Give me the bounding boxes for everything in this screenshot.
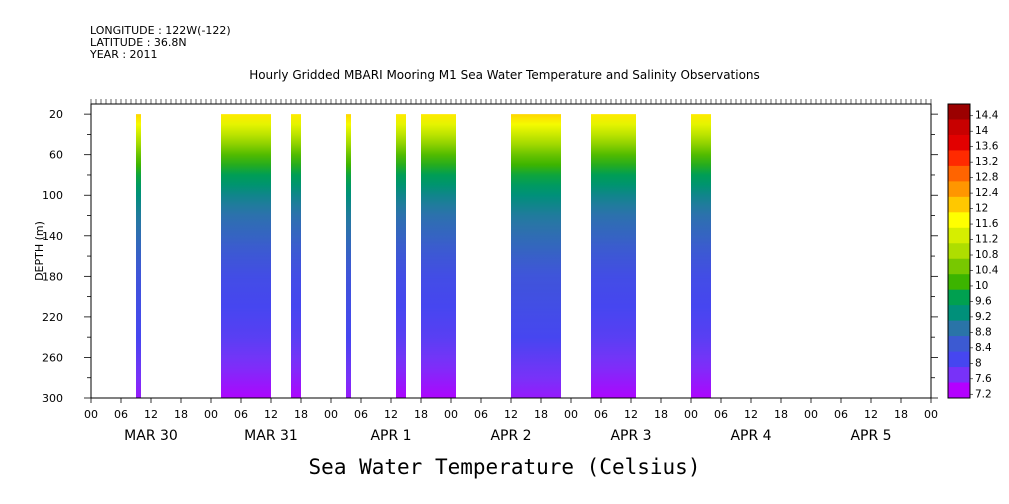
colorbar-label: 11.6	[975, 218, 999, 230]
colorbar-label: 10	[975, 280, 988, 292]
x-hour-label: 00	[324, 408, 338, 421]
data-segment	[346, 114, 351, 398]
colorbar-label: 14.4	[975, 110, 999, 122]
data-segment	[396, 114, 406, 398]
colorbar-label: 12	[975, 203, 988, 215]
colorbar-swatch	[948, 274, 970, 291]
x-hour-label: 06	[834, 408, 848, 421]
x-hour-label: 00	[924, 408, 938, 421]
data-segment	[221, 114, 271, 398]
x-hour-label: 18	[174, 408, 188, 421]
y-tick-label: 140	[42, 230, 63, 243]
bottom-title: Sea Water Temperature (Celsius)	[308, 455, 701, 479]
y-tick-label: 60	[49, 149, 63, 162]
colorbar-label: 10.4	[975, 264, 999, 276]
x-hour-label: 12	[144, 408, 158, 421]
x-hour-label: 06	[474, 408, 488, 421]
colorbar-swatch	[948, 320, 970, 337]
colorbar-swatch	[948, 367, 970, 384]
y-tick-label: 220	[42, 311, 63, 324]
colorbar-label: 7.2	[975, 388, 992, 400]
colorbar-label: 8.4	[975, 342, 992, 354]
colorbar-swatch	[948, 104, 970, 120]
x-day-label: MAR 30	[124, 428, 178, 444]
y-tick-label: 260	[42, 351, 63, 364]
colorbar-label: 12.4	[975, 187, 999, 199]
x-hour-label: 18	[894, 408, 908, 421]
y-tick-label: 300	[42, 392, 63, 405]
colorbar-label: 9.2	[975, 311, 992, 323]
colorbar-swatch	[948, 181, 970, 198]
colorbar-swatch	[948, 196, 970, 213]
longitude-label: LONGITUDE : 122W(-122)	[90, 24, 231, 37]
colorbar-swatch	[948, 351, 970, 368]
x-hour-label: 18	[654, 408, 668, 421]
year-label: YEAR : 2011	[90, 48, 158, 61]
x-hour-label: 06	[354, 408, 368, 421]
x-day-label: APR 5	[850, 428, 891, 444]
colorbar-swatch	[948, 227, 970, 244]
colorbar-swatch	[948, 336, 970, 353]
colorbar-swatch	[948, 382, 970, 399]
colorbar-label: 13.6	[975, 141, 999, 153]
x-hour-label: 12	[744, 408, 758, 421]
x-day-label: MAR 31	[244, 428, 298, 444]
y-tick-label: 20	[49, 108, 63, 121]
colorbar-swatch	[948, 289, 970, 306]
colorbar-label: 9.6	[975, 295, 992, 307]
x-hour-label: 12	[864, 408, 878, 421]
x-hour-label: 06	[594, 408, 608, 421]
colorbar-label: 12.8	[975, 172, 998, 184]
colorbar-swatch	[948, 212, 970, 229]
x-hour-label: 06	[114, 408, 128, 421]
colorbar-label: 10.8	[975, 249, 998, 261]
x-hour-label: 18	[534, 408, 548, 421]
x-day-label: APR 2	[490, 428, 531, 444]
data-segment	[136, 114, 141, 398]
colorbar-label: 8	[975, 357, 982, 369]
colorbar-label: 7.6	[975, 373, 992, 385]
x-hour-label: 18	[414, 408, 428, 421]
x-hour-label: 00	[204, 408, 218, 421]
colorbar-label: 14	[975, 125, 989, 137]
x-hour-label: 12	[504, 408, 518, 421]
y-axis-label: DEPTH (m)	[33, 221, 46, 281]
colorbar-label: 8.8	[975, 326, 992, 338]
colorbar-swatch	[948, 119, 970, 136]
data-segment	[591, 114, 636, 398]
x-hour-label: 00	[84, 408, 98, 421]
colorbar-swatch	[948, 305, 970, 322]
data-segment	[421, 114, 456, 398]
colorbar-swatch	[948, 134, 970, 151]
x-day-label: APR 4	[730, 428, 771, 444]
x-hour-label: 12	[264, 408, 278, 421]
x-hour-label: 12	[624, 408, 638, 421]
x-hour-label: 00	[684, 408, 698, 421]
colorbar-swatch	[948, 165, 970, 182]
colorbar-frame	[947, 103, 971, 399]
colorbar-swatch	[948, 243, 970, 260]
data-segment	[691, 114, 711, 398]
x-hour-label: 18	[774, 408, 788, 421]
x-hour-label: 06	[234, 408, 248, 421]
x-hour-label: 00	[444, 408, 458, 421]
data-segment	[291, 114, 301, 398]
x-day-label: APR 3	[610, 428, 651, 444]
x-hour-label: 06	[714, 408, 728, 421]
data-segment	[511, 114, 561, 398]
x-hour-label: 12	[384, 408, 398, 421]
colorbar-swatch	[948, 258, 970, 275]
colorbar-swatch	[948, 150, 970, 167]
x-hour-label: 00	[804, 408, 818, 421]
x-hour-label: 00	[564, 408, 578, 421]
y-tick-label: 180	[42, 270, 63, 283]
latitude-label: LATITUDE : 36.8N	[90, 36, 187, 49]
x-hour-label: 18	[294, 408, 308, 421]
colorbar-label: 13.2	[975, 156, 998, 168]
colorbar-label: 11.2	[975, 234, 998, 246]
chart-title: Hourly Gridded MBARI Mooring M1 Sea Wate…	[249, 68, 760, 82]
x-day-label: APR 1	[370, 428, 411, 444]
y-tick-label: 100	[42, 189, 63, 202]
